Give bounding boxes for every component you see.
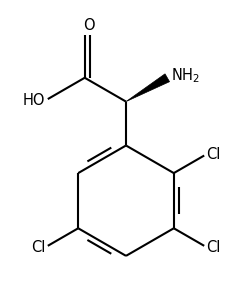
Polygon shape bbox=[126, 74, 170, 102]
Text: NH$_2$: NH$_2$ bbox=[171, 66, 200, 85]
Text: HO: HO bbox=[23, 93, 45, 108]
Text: O: O bbox=[83, 17, 94, 33]
Text: Cl: Cl bbox=[206, 239, 220, 255]
Text: Cl: Cl bbox=[32, 239, 46, 255]
Text: Cl: Cl bbox=[206, 147, 220, 162]
